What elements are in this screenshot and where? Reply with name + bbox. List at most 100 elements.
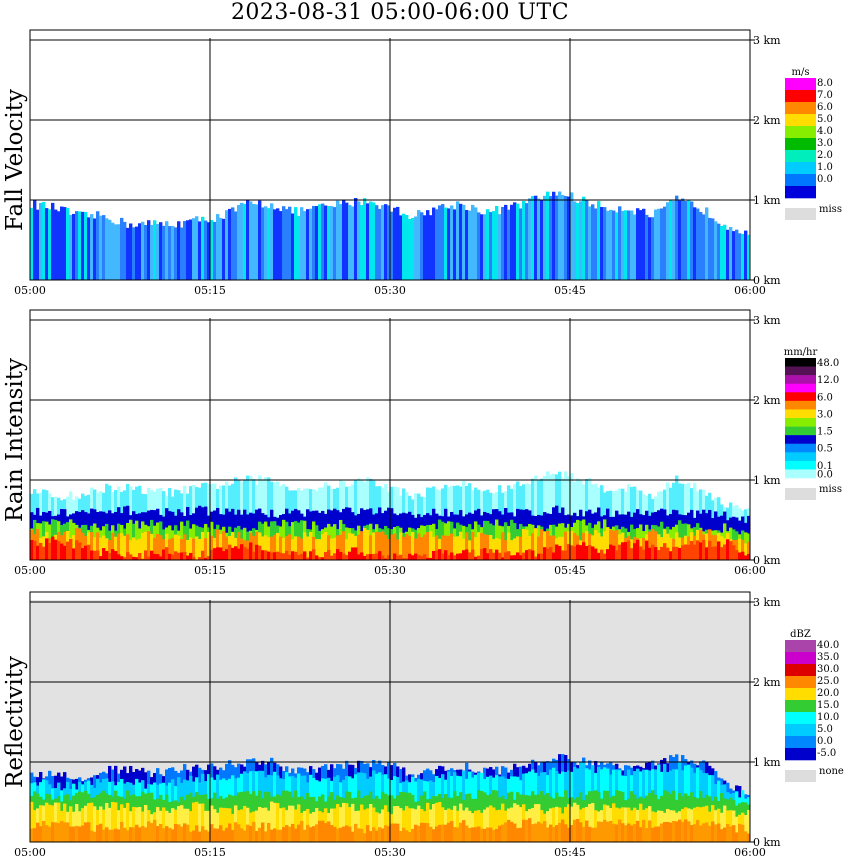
echo-column xyxy=(72,213,76,280)
echo-column xyxy=(288,206,292,280)
legend-swatch xyxy=(785,724,816,737)
echo-column xyxy=(543,195,547,280)
echo-column xyxy=(693,824,697,842)
echo-column xyxy=(381,205,385,280)
echo-column xyxy=(282,807,286,842)
echo-column xyxy=(513,538,517,560)
echo-column xyxy=(288,826,292,842)
echo-column xyxy=(657,810,661,842)
echo-column xyxy=(357,201,361,280)
legend-label: 5.0 xyxy=(817,724,833,735)
plot-frame xyxy=(29,309,751,561)
echo-column xyxy=(447,208,451,280)
echo-column xyxy=(234,211,238,280)
echo-column xyxy=(285,550,289,560)
echo-column xyxy=(618,819,622,842)
echo-column xyxy=(648,547,652,560)
echo-column xyxy=(501,206,505,280)
echo-column xyxy=(171,808,175,842)
echo-column xyxy=(516,536,520,560)
echo-column xyxy=(723,805,727,842)
echo-column xyxy=(87,217,91,280)
echo-column xyxy=(81,211,85,280)
legend-reflectivity: dBZ 40.035.030.025.020.015.010.05.00.0-5.… xyxy=(785,629,844,782)
echo-column xyxy=(600,207,604,280)
echo-column xyxy=(300,538,304,560)
echo-column xyxy=(591,802,595,842)
echo-column xyxy=(540,529,544,560)
echo-column xyxy=(147,220,151,280)
echo-column xyxy=(363,527,367,560)
echo-column xyxy=(360,552,364,560)
echo-column xyxy=(489,827,493,842)
echo-column xyxy=(306,557,310,560)
echo-column xyxy=(183,551,187,560)
echo-column xyxy=(111,549,115,560)
y-axis-label: Fall Velocity xyxy=(2,89,28,231)
echo-column xyxy=(84,211,88,280)
echo-column xyxy=(114,536,118,560)
echo-column xyxy=(132,227,136,280)
echo-column xyxy=(486,807,490,842)
echo-column xyxy=(651,528,655,560)
echo-column xyxy=(408,535,412,560)
x-tick-label: 06:00 xyxy=(734,564,766,577)
echo-column xyxy=(423,823,427,842)
echo-column xyxy=(348,826,352,842)
echo-column xyxy=(504,552,508,560)
echo-column xyxy=(276,208,280,280)
echo-column xyxy=(462,550,466,560)
echo-column xyxy=(483,809,487,842)
echo-column xyxy=(666,202,670,280)
echo-column xyxy=(195,536,199,560)
echo-column xyxy=(591,204,595,280)
echo-column xyxy=(468,810,472,842)
echo-column xyxy=(189,831,193,842)
echo-column xyxy=(336,200,340,280)
echo-column xyxy=(219,547,223,560)
echo-column xyxy=(378,208,382,280)
echo-column xyxy=(165,533,169,560)
echo-column xyxy=(669,537,673,560)
echo-column xyxy=(696,819,700,842)
echo-column xyxy=(402,827,406,842)
echo-column xyxy=(255,831,259,842)
echo-column xyxy=(273,534,277,560)
echo-column xyxy=(138,538,142,560)
echo-column xyxy=(72,548,76,560)
echo-column xyxy=(465,210,469,280)
echo-column xyxy=(213,221,217,280)
echo-column xyxy=(201,531,205,560)
echo-column xyxy=(678,547,682,560)
echo-column xyxy=(75,211,79,280)
echo-column xyxy=(507,819,511,842)
echo-column xyxy=(630,548,634,560)
echo-column xyxy=(492,539,496,560)
echo-column xyxy=(441,535,445,560)
echo-column xyxy=(429,557,433,560)
echo-column xyxy=(708,217,712,280)
echo-column xyxy=(216,214,220,280)
legend-swatch xyxy=(785,676,816,689)
echo-column xyxy=(372,532,376,560)
echo-column xyxy=(162,828,166,842)
echo-column xyxy=(384,825,388,842)
echo-column xyxy=(498,214,502,280)
echo-column xyxy=(237,548,241,560)
echo-column xyxy=(117,224,121,280)
legend-label: 2.0 xyxy=(817,150,833,161)
echo-column xyxy=(582,807,586,842)
legend-swatch xyxy=(785,400,816,410)
echo-column xyxy=(168,539,172,560)
echo-column xyxy=(360,828,364,842)
echo-column xyxy=(231,547,235,560)
echo-column xyxy=(453,805,457,842)
y-tick-label: 2 km xyxy=(753,676,781,689)
echo-column xyxy=(480,812,484,842)
echo-column xyxy=(363,198,367,280)
echo-column xyxy=(93,218,97,280)
echo-column xyxy=(582,196,586,280)
echo-column xyxy=(504,540,508,560)
y-axis-label: Reflectivity xyxy=(2,656,28,788)
echo-column xyxy=(513,823,517,842)
